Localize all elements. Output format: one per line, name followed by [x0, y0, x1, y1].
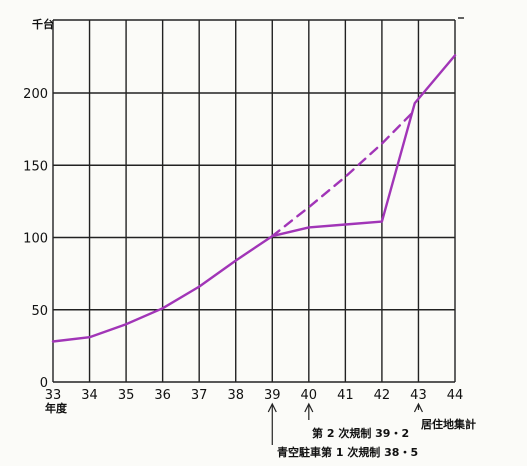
x-tick-label: 34	[81, 388, 98, 403]
x-tick-label: 41	[337, 388, 354, 403]
annotation-label: 居住地集計	[421, 417, 476, 431]
x-tick-label: 40	[301, 388, 318, 403]
annotation-label: 第 2 次規制 39・2	[312, 426, 409, 440]
x-year-label: 年度	[45, 401, 68, 415]
y-tick-label: 50	[31, 304, 48, 319]
annotation-label: 青空駐車第 1 次規制 38・5	[277, 445, 418, 459]
x-tick-label: 44	[447, 388, 464, 403]
x-tick-label: 43	[410, 388, 427, 403]
series-line-solid	[51, 54, 457, 343]
series-line-dashed	[271, 109, 416, 238]
y-tick-label: 150	[23, 159, 48, 174]
x-tick-label: 37	[191, 388, 208, 403]
annotation-arrowhead	[304, 402, 314, 413]
x-tick-label: 33	[45, 388, 62, 403]
x-tick-label: 35	[118, 388, 135, 403]
x-tick-label: 42	[374, 388, 391, 403]
y-tick-label: 0	[40, 376, 48, 391]
x-tick-label: 36	[154, 388, 171, 403]
annotation-arrowhead	[413, 402, 423, 413]
x-tick-label: 38	[227, 388, 244, 403]
y-unit-label: 千台	[32, 17, 54, 31]
y-tick-label: 200	[23, 87, 48, 102]
y-tick-label: 100	[23, 232, 48, 247]
annotation-arrowhead	[267, 402, 277, 413]
x-tick-label: 39	[264, 388, 281, 403]
